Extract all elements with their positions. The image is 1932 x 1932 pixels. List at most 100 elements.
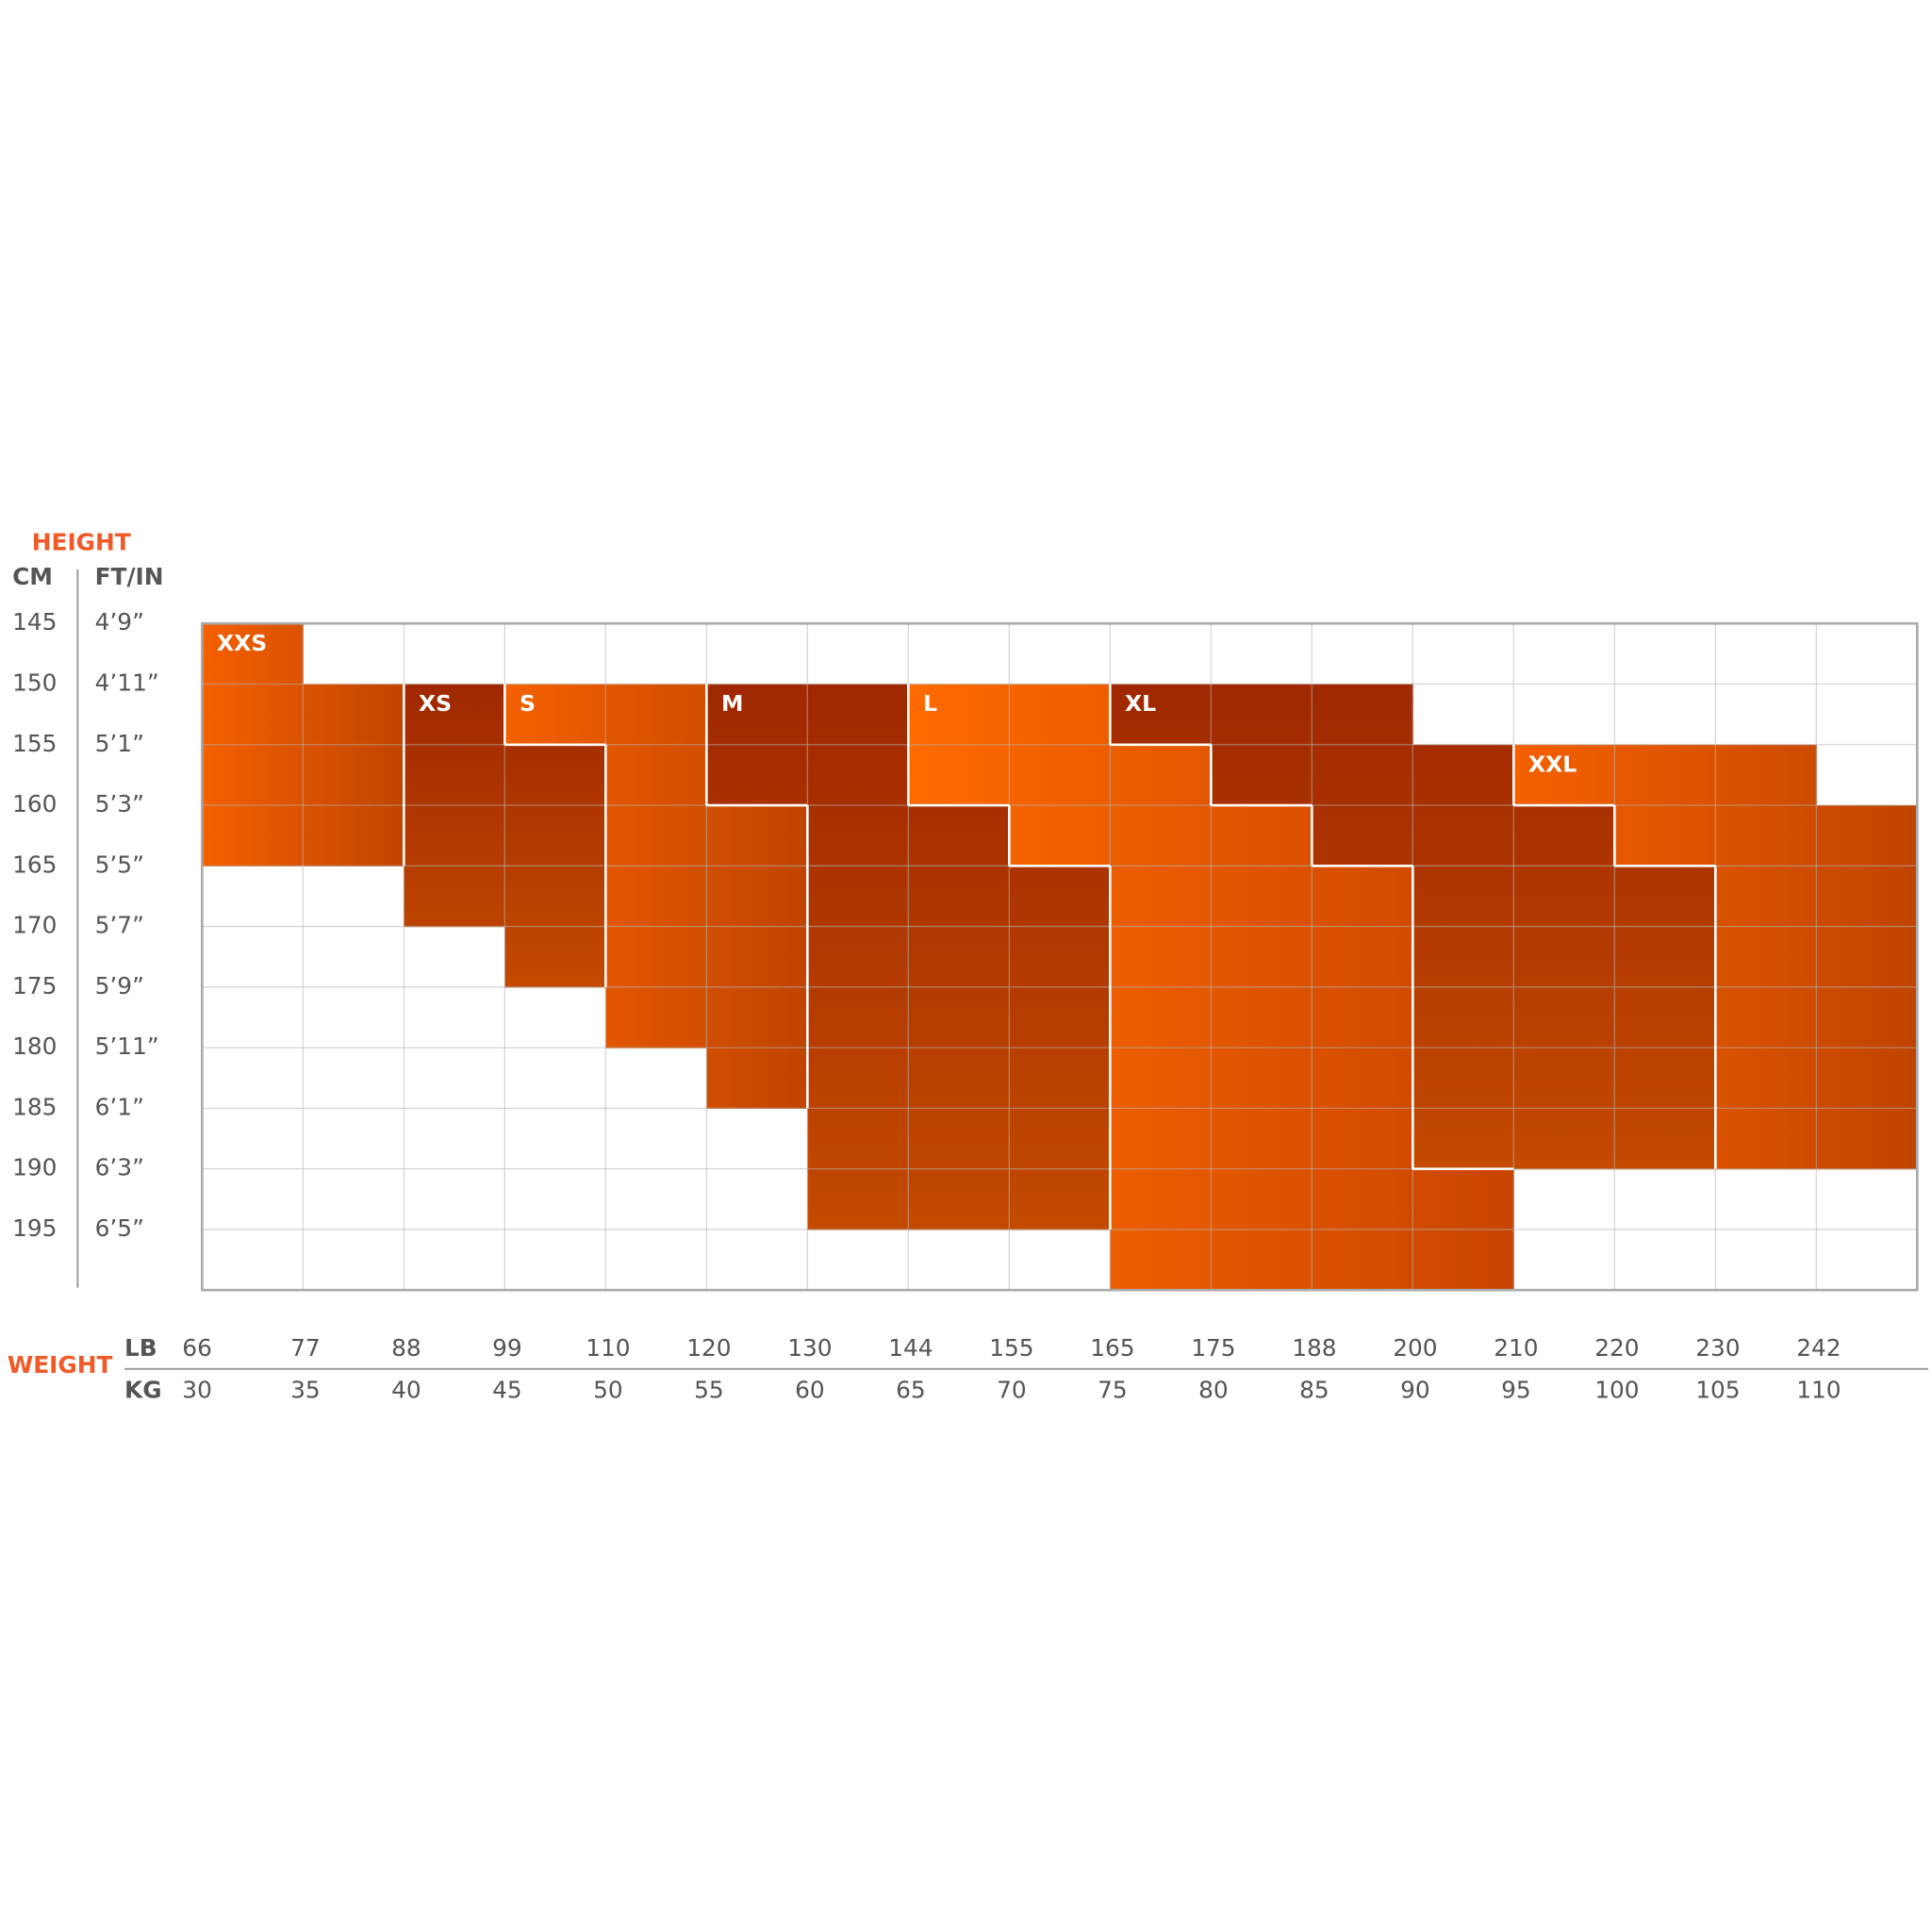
kg-label: 40 bbox=[391, 1376, 421, 1403]
size-cell bbox=[1614, 1108, 1716, 1170]
size-cell bbox=[1513, 986, 1615, 1049]
size-cell bbox=[605, 805, 707, 867]
kg-label: 65 bbox=[896, 1376, 926, 1403]
size-cell bbox=[908, 1108, 1010, 1170]
size-cell bbox=[1211, 1168, 1313, 1230]
cm-label: 150 bbox=[12, 669, 57, 696]
lb-label: 99 bbox=[492, 1334, 522, 1362]
size-cell bbox=[908, 986, 1010, 1049]
size-cell bbox=[1009, 744, 1111, 806]
size-cell bbox=[1312, 1168, 1413, 1230]
size-cell bbox=[303, 744, 405, 806]
cm-label: 175 bbox=[12, 972, 57, 999]
lb-label: 155 bbox=[989, 1334, 1033, 1362]
size-cell bbox=[807, 684, 909, 746]
size-cell bbox=[908, 684, 1010, 746]
size-cell bbox=[1110, 986, 1212, 1049]
size-cell bbox=[1312, 1108, 1413, 1170]
size-cell bbox=[1614, 866, 1716, 928]
size-cell bbox=[1211, 805, 1313, 867]
size-cell bbox=[1513, 805, 1615, 867]
cm-label: 145 bbox=[12, 608, 57, 636]
size-label: XXS bbox=[217, 630, 267, 656]
size-cell bbox=[1312, 866, 1413, 928]
size-cell bbox=[1312, 1229, 1413, 1291]
size-cell bbox=[1412, 866, 1514, 928]
size-cell bbox=[1009, 866, 1111, 928]
lb-label: 188 bbox=[1292, 1334, 1336, 1362]
size-cell bbox=[1614, 805, 1716, 867]
size-cell bbox=[1816, 1048, 1918, 1110]
size-cell bbox=[706, 926, 808, 988]
size-cell bbox=[807, 805, 909, 867]
size-cell bbox=[1211, 744, 1313, 806]
lb-label: 210 bbox=[1494, 1334, 1538, 1362]
size-cell bbox=[605, 866, 707, 928]
size-cell bbox=[605, 684, 707, 746]
size-cell bbox=[1715, 866, 1817, 928]
cm-label: 155 bbox=[12, 730, 57, 757]
size-cell bbox=[303, 684, 405, 746]
size-cell bbox=[1312, 1048, 1413, 1110]
kg-label: 105 bbox=[1695, 1376, 1740, 1403]
size-cell bbox=[605, 986, 707, 1049]
size-cell bbox=[1312, 805, 1413, 867]
size-cell bbox=[807, 1048, 909, 1110]
ftin-label: 6’3” bbox=[95, 1154, 144, 1181]
size-cell bbox=[1614, 926, 1716, 988]
size-cell bbox=[202, 623, 304, 685]
kg-label: 100 bbox=[1594, 1376, 1639, 1403]
size-cell bbox=[807, 986, 909, 1049]
size-label: M bbox=[721, 690, 743, 717]
size-cell bbox=[1110, 1048, 1212, 1110]
cm-label: 180 bbox=[12, 1032, 57, 1060]
size-cell bbox=[1110, 926, 1212, 988]
lb-label: 242 bbox=[1796, 1334, 1841, 1362]
kg-header: KG bbox=[124, 1376, 162, 1403]
size-cell bbox=[706, 866, 808, 928]
ftin-label: 5’9” bbox=[95, 972, 144, 999]
size-cell bbox=[1110, 1108, 1212, 1170]
kg-label: 60 bbox=[795, 1376, 825, 1403]
size-cell bbox=[1513, 744, 1615, 806]
lb-label: 165 bbox=[1090, 1334, 1134, 1362]
size-cell bbox=[1110, 744, 1212, 806]
size-cell bbox=[706, 684, 808, 746]
size-cell bbox=[303, 805, 405, 867]
size-cell bbox=[1110, 805, 1212, 867]
size-cell bbox=[1614, 1048, 1716, 1110]
size-cell bbox=[504, 926, 606, 988]
lb-label: 88 bbox=[391, 1334, 421, 1362]
size-cell bbox=[1312, 744, 1413, 806]
size-cell bbox=[504, 684, 606, 746]
size-cell bbox=[1513, 866, 1615, 928]
size-cell bbox=[1412, 986, 1514, 1049]
size-cell bbox=[1312, 986, 1413, 1049]
size-cell bbox=[807, 926, 909, 988]
cm-label: 160 bbox=[12, 790, 57, 817]
size-cell bbox=[605, 926, 707, 988]
kg-label: 50 bbox=[593, 1376, 623, 1403]
kg-label: 90 bbox=[1400, 1376, 1430, 1403]
ftin-label: 4’11” bbox=[95, 669, 159, 696]
size-cell bbox=[908, 805, 1010, 867]
size-cell bbox=[1513, 1108, 1615, 1170]
ftin-label: 5’11” bbox=[95, 1032, 159, 1060]
size-cell bbox=[1110, 1168, 1212, 1230]
lb-label: 175 bbox=[1191, 1334, 1235, 1362]
size-cell bbox=[1312, 684, 1413, 746]
ftin-label: 5’1” bbox=[95, 730, 144, 757]
kg-label: 110 bbox=[1796, 1376, 1841, 1403]
ftin-label: 6’1” bbox=[95, 1093, 144, 1120]
kg-label: 35 bbox=[290, 1376, 321, 1403]
size-cell bbox=[1816, 805, 1918, 867]
size-cell bbox=[1009, 1108, 1111, 1170]
size-cell bbox=[908, 1168, 1010, 1230]
size-cell bbox=[1715, 805, 1817, 867]
height-title: HEIGHT bbox=[32, 528, 131, 555]
size-cell bbox=[706, 1048, 808, 1110]
size-cell bbox=[1009, 926, 1111, 988]
size-cell bbox=[1412, 1168, 1514, 1230]
size-cell bbox=[1211, 1108, 1313, 1170]
lb-label: 220 bbox=[1594, 1334, 1639, 1362]
